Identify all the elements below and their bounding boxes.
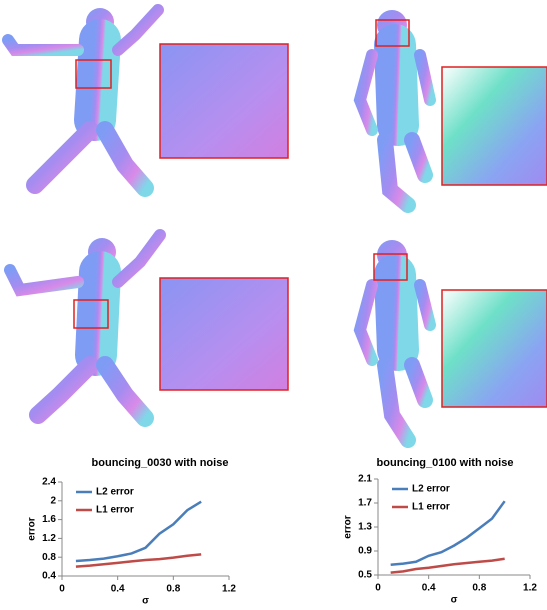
x-tick-label: 0.8	[472, 583, 486, 594]
legend-label: L2 error	[96, 487, 134, 498]
x-axis-label: σ	[142, 596, 149, 605]
y-tick-label: 2	[50, 495, 56, 506]
y-tick-label: 1.3	[358, 522, 372, 533]
x-tick-label: 0.8	[166, 584, 180, 595]
series-line	[391, 559, 505, 573]
x-tick-label: 0.4	[111, 584, 125, 595]
y-axis-label: error	[343, 515, 354, 538]
y-tick-label: 0.5	[358, 570, 372, 581]
x-tick-label: 0	[59, 584, 65, 595]
y-tick-label: 1.6	[42, 514, 56, 525]
series-line	[76, 502, 201, 561]
chart-title: bouncing_0030 with noise	[92, 457, 229, 469]
figure: bouncing_0030 with noise 0.4 0.8 1.2 1.6 2 2.4…	[0, 0, 547, 605]
zoom-insets	[74, 20, 547, 407]
x-tick-label: 1.2	[222, 584, 236, 595]
y-tick-label: 0.4	[42, 571, 56, 582]
y-tick-label: 1.2	[42, 533, 56, 544]
y-axis-label: error	[27, 517, 38, 540]
x-tick-label: 1.2	[523, 583, 537, 594]
y-tick-label: 2.4	[42, 477, 56, 488]
x-tick-label: 0	[375, 583, 381, 594]
y-tick-label: 1.7	[358, 498, 372, 509]
legend-label: L1 error	[412, 502, 450, 513]
y-tick-label: 0.9	[358, 546, 372, 557]
x-tick-label: 0.4	[422, 583, 436, 594]
y-tick-label: 0.8	[42, 552, 56, 563]
x-axis-label: σ	[451, 595, 458, 605]
chart-title: bouncing_0100 with noise	[377, 457, 514, 469]
legend-label: L1 error	[96, 505, 134, 516]
legend-label: L2 error	[412, 484, 450, 495]
y-tick-label: 2.1	[358, 474, 372, 485]
